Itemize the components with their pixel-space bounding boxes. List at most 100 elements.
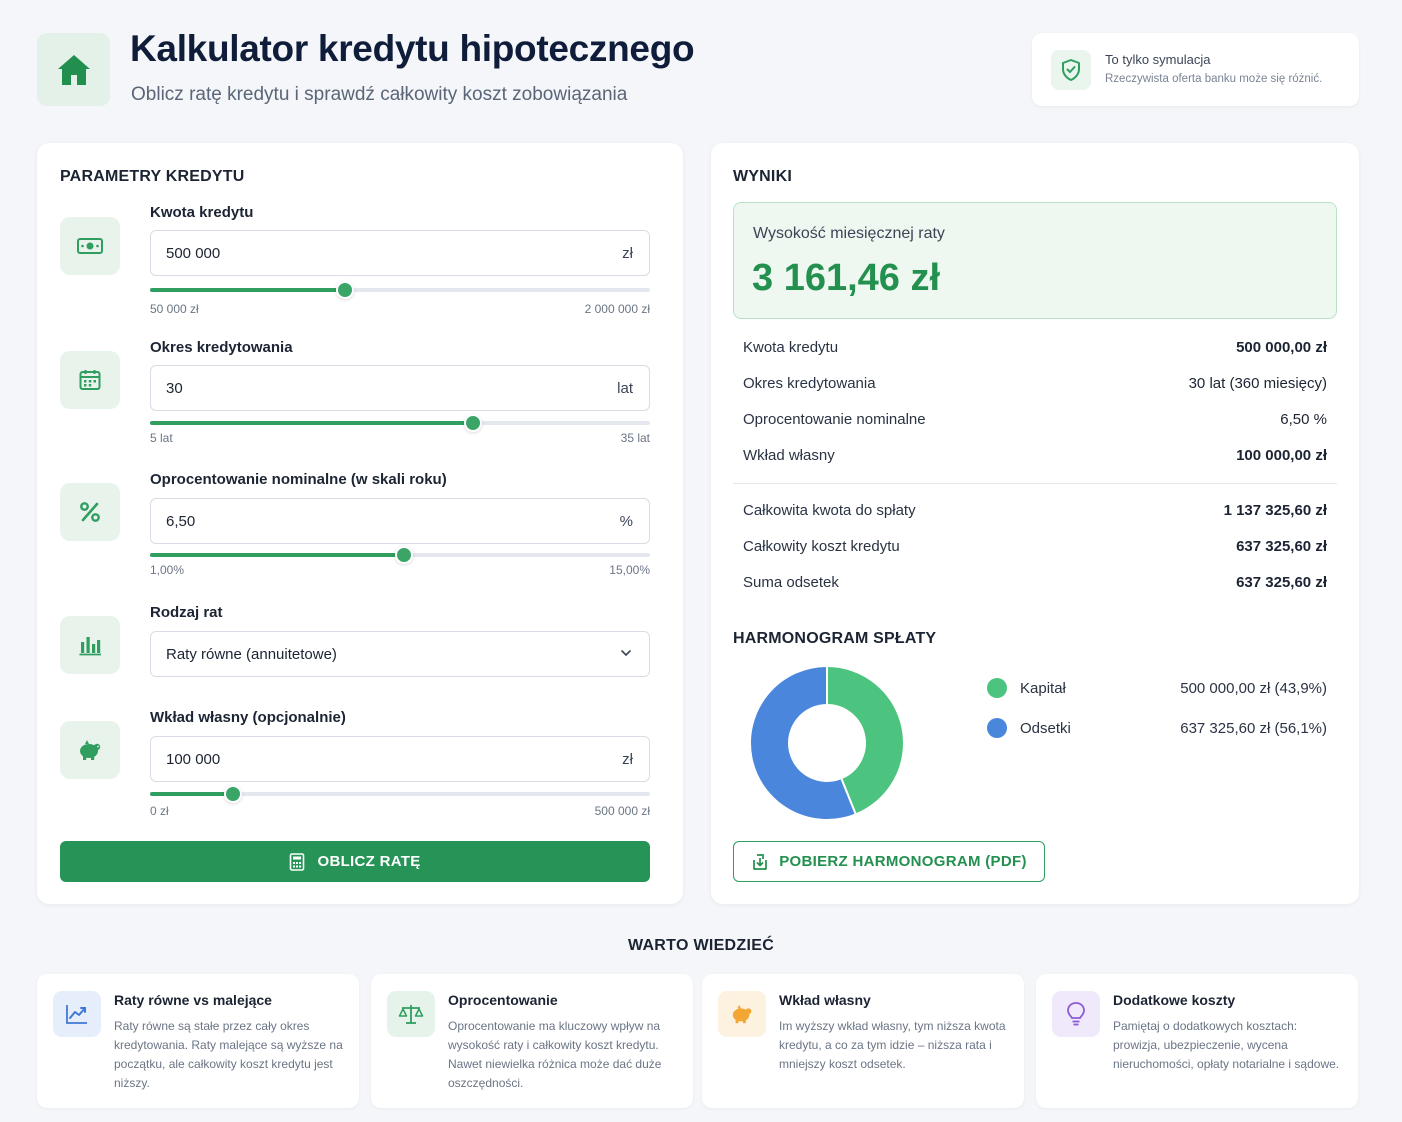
- info-card-text: Pamiętaj o dodatkowych kosztach: prowizj…: [1113, 1019, 1340, 1071]
- rate-slider[interactable]: [150, 546, 650, 564]
- down-payment-slider-fill: [150, 792, 233, 796]
- repayment-donut-chart: [749, 664, 905, 821]
- legend-value-odsetki: 637 325,60 zł (56,1%): [1180, 720, 1327, 737]
- result-row-value: 6,50 %: [1280, 411, 1327, 428]
- notice-title: To tylko symulacja: [1105, 52, 1211, 67]
- info-card-text: Im wyższy wkład własny, tym niższa kwota…: [779, 1019, 1006, 1071]
- down-payment-slider-thumb[interactable]: [223, 785, 242, 803]
- page-subtitle: Oblicz ratę kredytu i sprawdź całkowity …: [131, 84, 628, 105]
- rate-input[interactable]: 6,50 %: [150, 498, 650, 544]
- info-card-extra-costs: Dodatkowe koszty Pamiętaj o dodatkowych …: [1036, 974, 1358, 1108]
- scales-icon: [387, 991, 435, 1037]
- amount-unit: zł: [622, 245, 633, 262]
- legend-value-kapital: 500 000,00 zł (43,9%): [1180, 680, 1327, 697]
- monthly-rate-box: Wysokość miesięcznej raty 3 161,46 zł: [733, 202, 1337, 319]
- result-row-value: 100 000,00 zł: [1236, 447, 1327, 464]
- result-row: Okres kredytowania 30 lat (360 miesięcy): [743, 375, 1327, 397]
- total-row-value: 637 325,60 zł: [1236, 574, 1327, 591]
- rate-label: Oprocentowanie nominalne (w skali roku): [150, 471, 447, 488]
- total-row-value: 1 137 325,60 zł: [1223, 502, 1327, 519]
- down-payment-input[interactable]: 100 000 zł: [150, 736, 650, 782]
- total-row: Całkowita kwota do spłaty 1 137 325,60 z…: [743, 502, 1327, 524]
- amount-max: 2 000 000 zł: [584, 302, 650, 316]
- results-section-title: WYNIKI: [733, 168, 792, 185]
- calendar-icon: [60, 351, 120, 409]
- chart-line-icon: [53, 991, 101, 1037]
- calculate-button[interactable]: OBLICZ RATĘ: [60, 841, 650, 882]
- period-min: 5 lat: [150, 431, 173, 445]
- period-value: 30: [166, 380, 183, 397]
- total-row-label: Całkowita kwota do spłaty: [743, 502, 916, 519]
- total-row: Suma odsetek 637 325,60 zł: [743, 574, 1327, 596]
- down-payment-max: 500 000 zł: [594, 804, 650, 818]
- total-row-label: Suma odsetek: [743, 574, 839, 591]
- info-card-title: Dodatkowe koszty: [1113, 992, 1236, 1008]
- calculator-icon: [290, 852, 305, 871]
- rate-value: 6,50: [166, 513, 196, 530]
- period-label: Okres kredytowania: [150, 339, 293, 356]
- installment-type-select[interactable]: Raty równe (annuitetowe): [150, 631, 650, 677]
- total-row-label: Całkowity koszt kredytu: [743, 538, 900, 555]
- down-payment-min: 0 zł: [150, 804, 169, 818]
- info-card-text: Raty równe są stałe przez cały okres kre…: [114, 1019, 343, 1090]
- down-payment-value: 100 000: [166, 751, 221, 768]
- info-card-title: Oprocentowanie: [448, 992, 558, 1008]
- calculate-button-label: OBLICZ RATĘ: [317, 853, 421, 870]
- result-row: Kwota kredytu 500 000,00 zł: [743, 339, 1327, 361]
- result-row-value: 500 000,00 zł: [1236, 339, 1327, 356]
- legend-label-kapital: Kapitał: [1020, 680, 1066, 697]
- rate-slider-fill: [150, 553, 404, 557]
- down-payment-label: Wkład własny (opcjonalnie): [150, 709, 346, 726]
- simulation-notice: To tylko symulacja Rzeczywista oferta ba…: [1032, 33, 1359, 106]
- amount-value: 500 000: [166, 245, 221, 262]
- amount-slider-fill: [150, 288, 345, 292]
- schedule-section-title: HARMONOGRAM SPŁATY: [733, 630, 937, 647]
- monthly-rate-value: 3 161,46 zł: [752, 257, 941, 299]
- rate-min: 1,00%: [150, 563, 185, 577]
- period-slider-fill: [150, 421, 473, 425]
- total-row: Całkowity koszt kredytu 637 325,60 zł: [743, 538, 1327, 560]
- info-card-text: Oprocentowanie ma kluczowy wpływ na wyso…: [448, 1019, 662, 1090]
- download-schedule-label: POBIERZ HARMONOGRAM (PDF): [779, 853, 1027, 870]
- installment-type-label: Rodzaj rat: [150, 604, 223, 621]
- loan-parameters-panel: PARAMETRY KREDYTU Kwota kredytu 500 000 …: [37, 143, 683, 904]
- result-row-label: Kwota kredytu: [743, 339, 839, 356]
- download-schedule-button[interactable]: POBIERZ HARMONOGRAM (PDF): [733, 841, 1045, 882]
- amount-input[interactable]: 500 000 zł: [150, 230, 650, 276]
- rate-slider-thumb[interactable]: [395, 546, 413, 564]
- amount-slider[interactable]: [150, 281, 650, 299]
- period-slider-thumb[interactable]: [463, 414, 482, 432]
- info-card-down-payment: Wkład własny Im wyższy wkład własny, tym…: [702, 974, 1024, 1108]
- legend-label-odsetki: Odsetki: [1020, 720, 1071, 737]
- lightbulb-icon: [1052, 991, 1100, 1037]
- installment-type-value: Raty równe (annuitetowe): [166, 646, 337, 663]
- total-row-value: 637 325,60 zł: [1236, 538, 1327, 555]
- monthly-rate-label: Wysokość miesięcznej raty: [753, 225, 945, 242]
- result-row-value: 30 lat (360 miesięcy): [1188, 375, 1327, 392]
- app-logo: [37, 33, 110, 106]
- result-row-label: Okres kredytowania: [743, 375, 876, 392]
- banknote-icon: [60, 217, 120, 275]
- result-row: Oprocentowanie nominalne 6,50 %: [743, 411, 1327, 433]
- donut-slice-kapital: [826, 664, 905, 816]
- info-card-interest: Oprocentowanie Oprocentowanie ma kluczow…: [371, 974, 693, 1108]
- info-card-title: Wkład własny: [779, 992, 871, 1008]
- results-divider: [733, 483, 1337, 484]
- results-panel: WYNIKI Wysokość miesięcznej raty 3 161,4…: [711, 143, 1359, 904]
- period-input[interactable]: 30 lat: [150, 365, 650, 411]
- notice-text: Rzeczywista oferta banku może się różnić…: [1105, 73, 1323, 85]
- parameters-section-title: PARAMETRY KREDYTU: [60, 168, 245, 185]
- download-document-icon: [753, 853, 768, 870]
- period-unit: lat: [617, 380, 633, 397]
- page-title: Kalkulator kredytu hipotecznego: [130, 28, 695, 69]
- shield-icon: [1051, 50, 1091, 90]
- legend-dot-kapital: [987, 678, 1007, 698]
- amount-slider-thumb[interactable]: [336, 281, 354, 299]
- down-payment-slider[interactable]: [150, 785, 650, 803]
- down-payment-unit: zł: [622, 751, 633, 768]
- piggy-bank-icon: [60, 721, 120, 779]
- percent-icon: [60, 483, 120, 541]
- period-slider[interactable]: [150, 414, 650, 432]
- period-max: 35 lat: [620, 431, 650, 445]
- info-card-title: Raty równe vs malejące: [114, 992, 272, 1008]
